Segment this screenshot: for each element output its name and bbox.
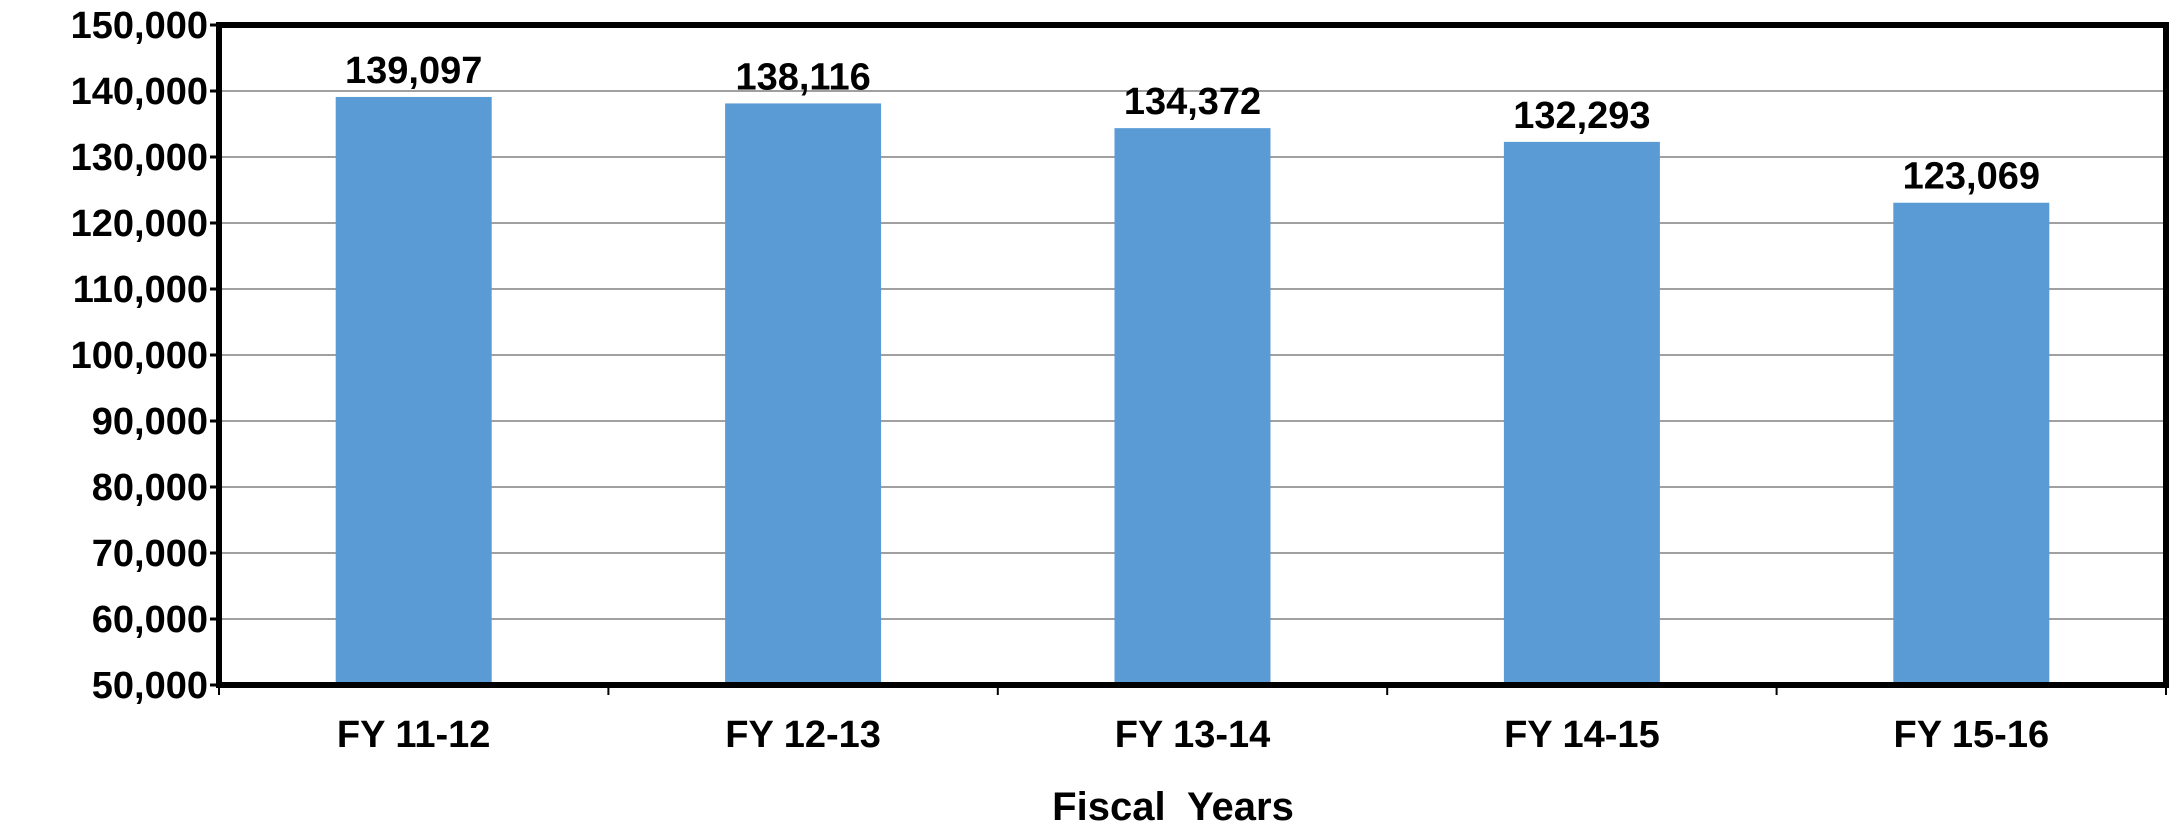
x-tick-label: FY 14-15 — [1504, 714, 1660, 756]
data-labels: 139,097 138,116 134,372 132,293 123,069 — [345, 50, 2040, 198]
data-label: 139,097 — [345, 50, 482, 92]
x-axis-tick-labels: FY 11-12 FY 12-13 FY 13-14 FY 14-15 FY 15-16 — [337, 714, 2049, 756]
x-tick-label: FY 12-13 — [725, 714, 881, 756]
y-tick-label: 90,000 — [92, 401, 208, 443]
y-tick-label: 60,000 — [92, 599, 208, 641]
x-axis-ticks — [218, 685, 2167, 695]
x-axis-title: Fiscal Years — [1052, 785, 1294, 825]
data-label: 123,069 — [1903, 156, 2040, 198]
bars — [335, 96, 2050, 686]
bar — [335, 96, 492, 686]
y-tick-label: 140,000 — [71, 71, 208, 113]
y-tick-label: 100,000 — [71, 335, 208, 377]
bar — [1893, 202, 2050, 685]
data-label: 134,372 — [1124, 81, 1261, 123]
x-tick-label: FY 13-14 — [1115, 714, 1271, 756]
y-tick-label: 110,000 — [73, 269, 208, 311]
bar — [725, 103, 882, 686]
data-label: 138,116 — [735, 56, 870, 98]
data-label: 132,293 — [1513, 95, 1650, 137]
bar — [1503, 141, 1660, 685]
bar — [1114, 128, 1271, 686]
y-tick-label: 120,000 — [71, 203, 208, 245]
y-axis-tick-labels: 50,000 60,000 70,000 80,000 90,000 100,000 110… — [71, 5, 219, 707]
y-tick-label: 80,000 — [92, 467, 208, 509]
x-tick-label: FY 11-12 — [337, 714, 491, 756]
y-tick-label: 70,000 — [92, 533, 208, 575]
y-tick-label: 150,000 — [71, 5, 208, 47]
y-tick-label: 130,000 — [71, 137, 208, 179]
x-tick-label: FY 15-16 — [1893, 714, 2049, 756]
y-tick-label: 50,000 — [92, 665, 208, 707]
